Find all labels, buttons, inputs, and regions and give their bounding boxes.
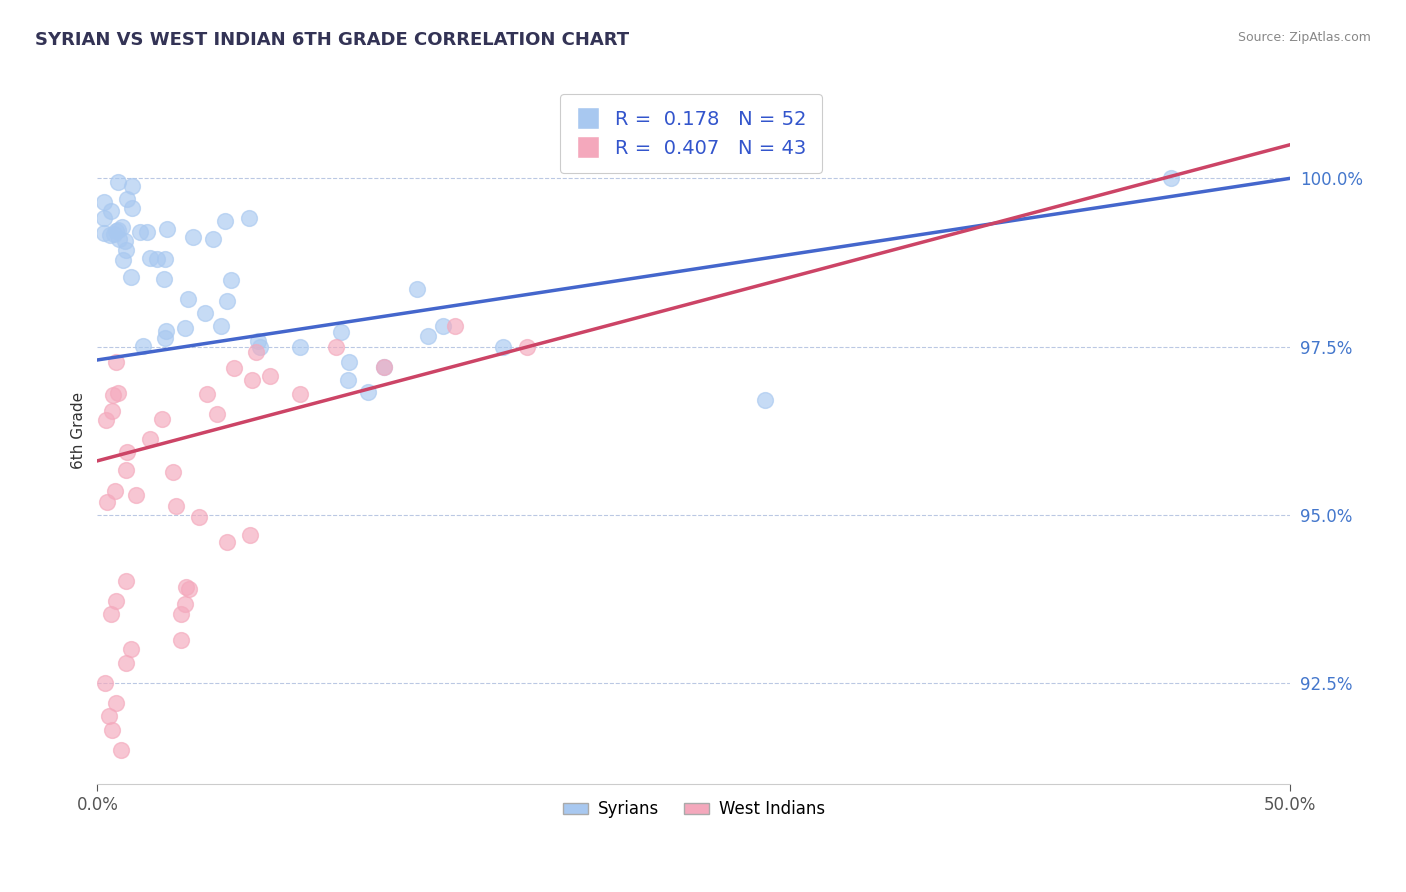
Point <box>100 204 122 219</box>
Point <box>444 319 467 334</box>
Point <box>245 345 267 359</box>
Point <box>121 178 143 193</box>
Point <box>129 225 152 239</box>
Point <box>103 227 125 241</box>
Point <box>174 597 197 611</box>
Point <box>107 385 129 400</box>
Point <box>336 373 359 387</box>
Point <box>101 387 124 401</box>
Point <box>1160 171 1182 186</box>
Point <box>115 574 138 588</box>
Point <box>337 355 360 369</box>
Point <box>194 306 217 320</box>
Point <box>357 384 380 399</box>
Point <box>105 696 128 710</box>
Point <box>249 339 271 353</box>
Point <box>124 487 146 501</box>
Point <box>325 339 347 353</box>
Point <box>93 676 115 690</box>
Point <box>107 223 129 237</box>
Point <box>110 743 132 757</box>
Point <box>100 227 122 242</box>
Point <box>155 222 177 236</box>
Point <box>162 465 184 479</box>
Point <box>288 386 311 401</box>
Point <box>150 411 173 425</box>
Point <box>188 510 211 524</box>
Point <box>107 175 129 189</box>
Point <box>169 633 191 648</box>
Point <box>153 272 176 286</box>
Point <box>153 330 176 344</box>
Y-axis label: 6th Grade: 6th Grade <box>72 392 86 469</box>
Point <box>373 359 395 374</box>
Point <box>104 223 127 237</box>
Point <box>100 607 122 621</box>
Point <box>112 252 135 267</box>
Point <box>247 334 270 348</box>
Text: SYRIAN VS WEST INDIAN 6TH GRADE CORRELATION CHART: SYRIAN VS WEST INDIAN 6TH GRADE CORRELAT… <box>35 31 630 49</box>
Point <box>165 499 187 513</box>
Point <box>238 211 260 225</box>
Point <box>174 580 197 594</box>
Point <box>215 535 238 549</box>
Point <box>100 723 122 737</box>
Point <box>516 339 538 353</box>
Point <box>259 368 281 383</box>
Point <box>288 339 311 353</box>
Point <box>209 319 232 334</box>
Point <box>170 607 193 621</box>
Point <box>108 232 131 246</box>
Point <box>329 325 352 339</box>
Point <box>239 528 262 542</box>
Point <box>179 582 201 596</box>
Point <box>115 445 138 459</box>
Point <box>205 407 228 421</box>
Point <box>96 495 118 509</box>
Point <box>155 324 177 338</box>
Point <box>492 339 515 353</box>
Point <box>153 252 176 266</box>
Point <box>114 234 136 248</box>
Point <box>105 593 128 607</box>
Point <box>98 709 121 723</box>
Point <box>136 225 159 239</box>
Point <box>214 214 236 228</box>
Point <box>217 293 239 308</box>
Point <box>93 227 115 241</box>
Point <box>101 404 124 418</box>
Point <box>104 483 127 498</box>
Point <box>120 642 142 657</box>
Point <box>139 252 162 266</box>
Point <box>105 355 128 369</box>
Point <box>432 319 454 334</box>
Point <box>96 412 118 426</box>
Point <box>405 282 427 296</box>
Point <box>121 202 143 216</box>
Legend: Syrians, West Indians: Syrians, West Indians <box>555 794 831 825</box>
Point <box>222 360 245 375</box>
Point <box>115 656 138 670</box>
Point <box>138 432 160 446</box>
Point <box>111 220 134 235</box>
Point <box>221 273 243 287</box>
Point <box>115 243 138 257</box>
Point <box>93 194 115 209</box>
Point <box>202 232 225 246</box>
Point <box>115 193 138 207</box>
Point <box>93 211 115 225</box>
Point <box>754 393 776 408</box>
Point <box>416 329 439 343</box>
Point <box>373 359 395 374</box>
Point <box>146 252 169 266</box>
Point <box>183 230 205 244</box>
Point <box>195 387 218 401</box>
Point <box>242 373 264 387</box>
Point <box>132 339 155 353</box>
Point <box>115 463 138 477</box>
Point <box>120 269 142 284</box>
Point <box>173 321 195 335</box>
Point <box>177 293 200 307</box>
Text: Source: ZipAtlas.com: Source: ZipAtlas.com <box>1237 31 1371 45</box>
